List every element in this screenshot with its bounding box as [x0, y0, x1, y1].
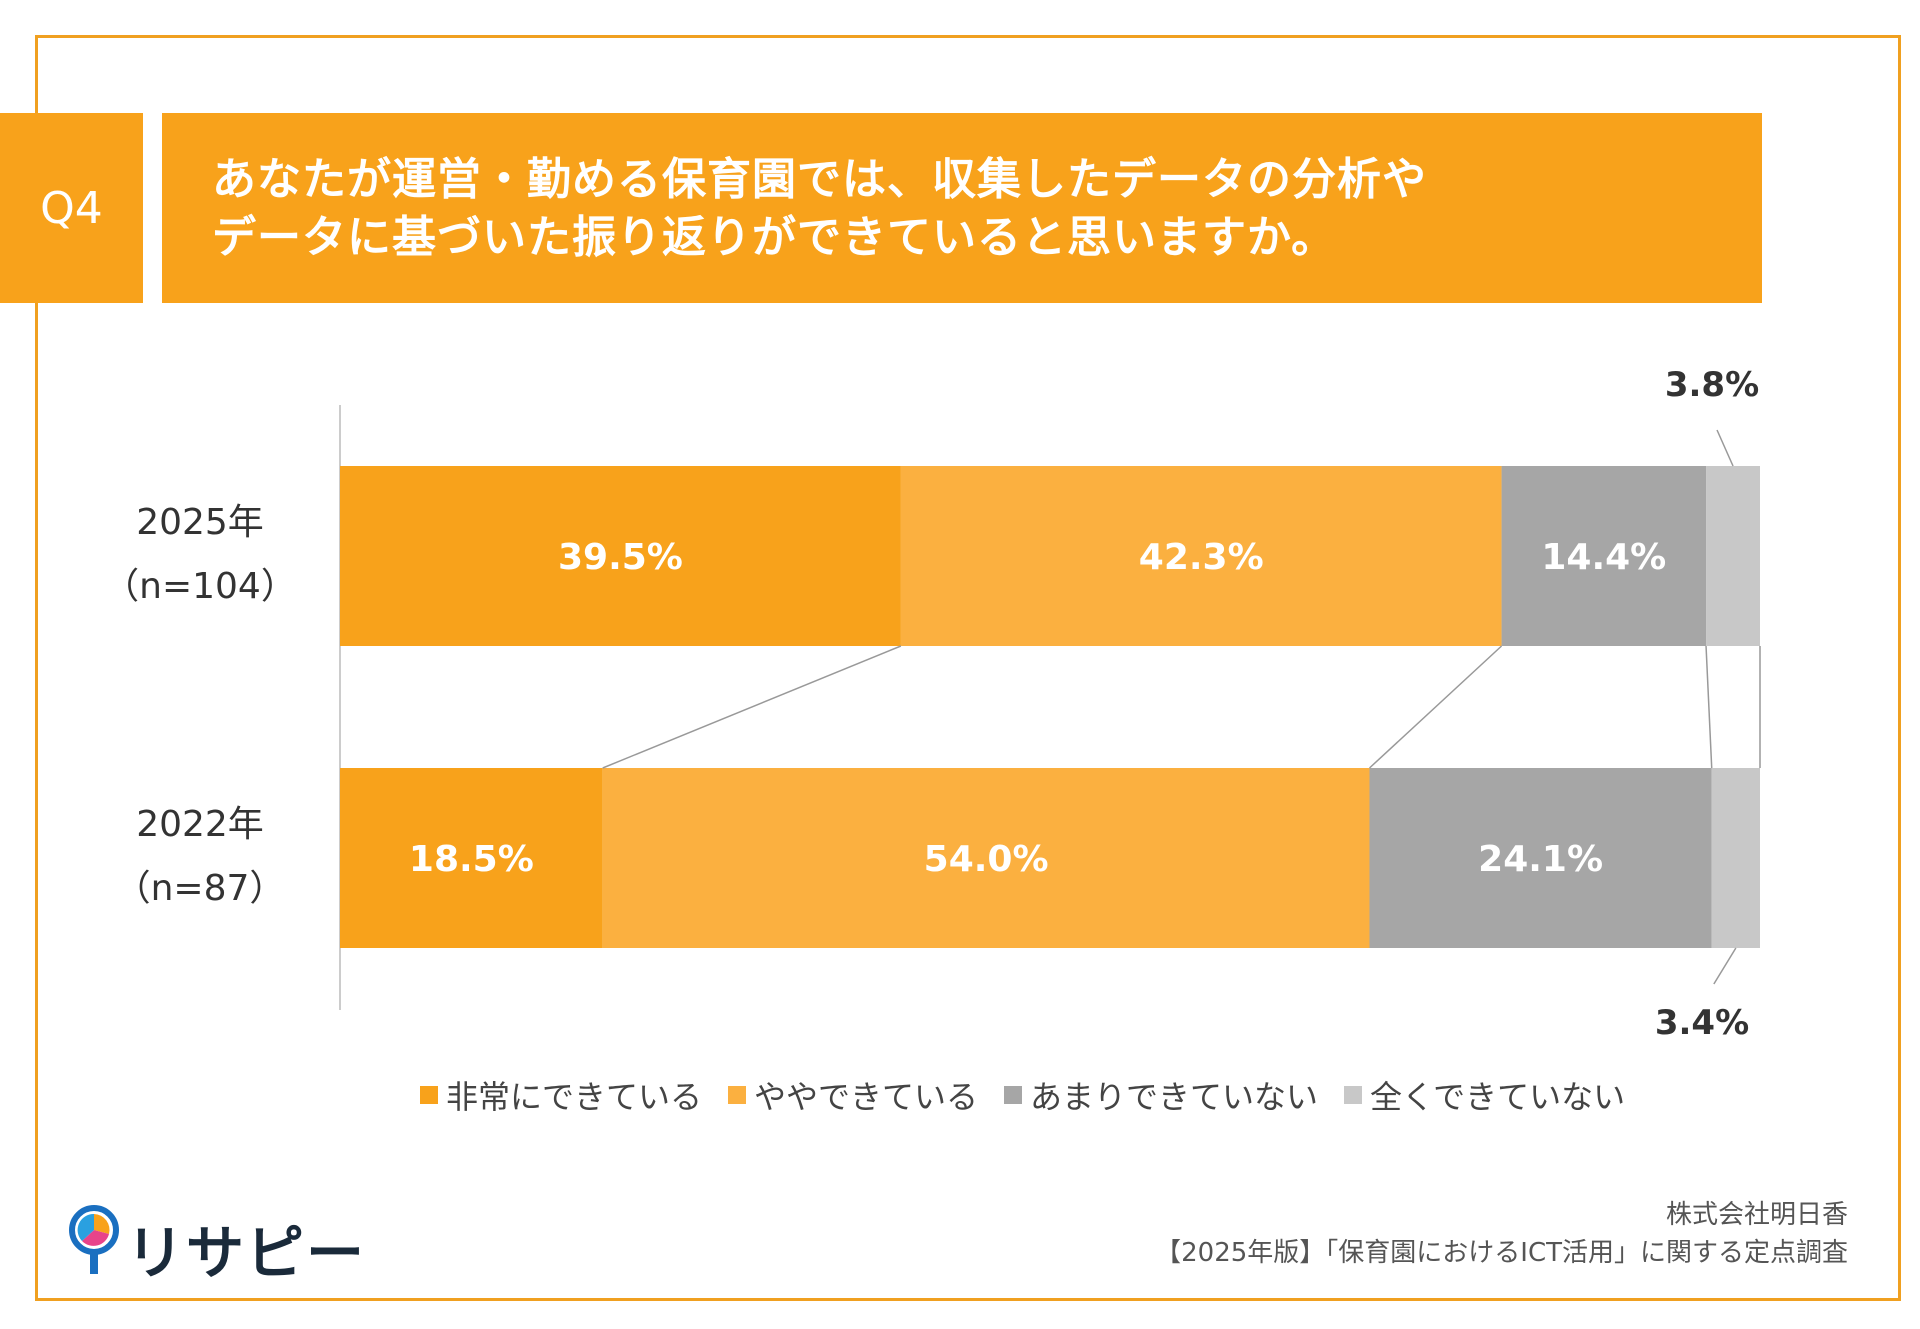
legend-swatch: [1004, 1086, 1023, 1104]
legend-swatch: [420, 1086, 438, 1104]
question-title-line2: データに基づいた振り返りができていると思いますか。: [212, 212, 1337, 263]
bar-segment-1-1: [340, 466, 901, 646]
data-label: 42.3%: [1139, 537, 1264, 578]
legend-label: 全くできていない: [1370, 1078, 1626, 1116]
legend-item: 全くできていない: [1344, 1072, 1625, 1118]
bar-segment-1-4: [1706, 466, 1760, 646]
data-label: 39.5%: [558, 537, 683, 578]
bar-segment-1-2: [900, 466, 1502, 646]
legend-swatch: [728, 1086, 747, 1104]
question-title: あなたが運営・勤める保育園では、収集したデータの分析や データに基づいた振り返り…: [162, 113, 1762, 303]
bar-segment-1-3: [1501, 466, 1707, 646]
data-label: 14.4%: [1541, 537, 1666, 578]
legend-label: あまりできていない: [1030, 1078, 1319, 1116]
legend-item: 非常にできている: [420, 1072, 702, 1118]
leader-line: [1713, 947, 1737, 985]
chart-frame: [35, 35, 1901, 1301]
category-label-year: 2025年: [136, 502, 264, 543]
legend-label: 非常にできている: [446, 1078, 703, 1116]
category-label-n: （n=104）: [103, 566, 297, 607]
data-label: 54.0%: [924, 839, 1049, 880]
question-title-line1: あなたが運営・勤める保育園では、収集したデータの分析や: [212, 154, 1427, 205]
survey-source: 【2025年版】「保育園におけるICT活用」に関する定点調査: [1155, 1238, 1848, 1268]
logo-icon: [69, 1205, 119, 1274]
bar-segment-2-3: [1369, 768, 1712, 948]
data-label: 24.1%: [1478, 839, 1603, 880]
connector-line: [1705, 645, 1713, 769]
legend-item: あまりできていない: [1004, 1072, 1318, 1118]
company-name: 株式会社明日香: [1665, 1200, 1848, 1230]
bar-segment-2-1: [340, 768, 603, 948]
bar-segment-2-4: [1711, 768, 1760, 948]
leader-line: [1716, 429, 1734, 467]
source-credit: 株式会社明日香 【2025年版】「保育園におけるICT活用」に関する定点調査: [1155, 1196, 1848, 1272]
bar-segment-2-2: [602, 768, 1370, 948]
connector-line: [602, 645, 902, 769]
data-label-outside: 3.8%: [1665, 365, 1759, 405]
connector-line: [1368, 645, 1503, 769]
chart-legend: 非常にできている ややできている あまりできていない 全くできていない: [420, 1072, 1651, 1118]
data-label-outside: 3.4%: [1655, 1003, 1749, 1043]
category-label-n: （n=87）: [115, 868, 286, 909]
legend-item: ややできている: [728, 1072, 978, 1118]
logo-text: リサピー: [126, 1219, 367, 1287]
category-label-year: 2022年: [136, 804, 264, 845]
legend-swatch: [1344, 1086, 1363, 1104]
data-label: 18.5%: [409, 839, 534, 880]
question-badge: Q4: [0, 113, 143, 303]
legend-label: ややできている: [754, 1078, 979, 1116]
